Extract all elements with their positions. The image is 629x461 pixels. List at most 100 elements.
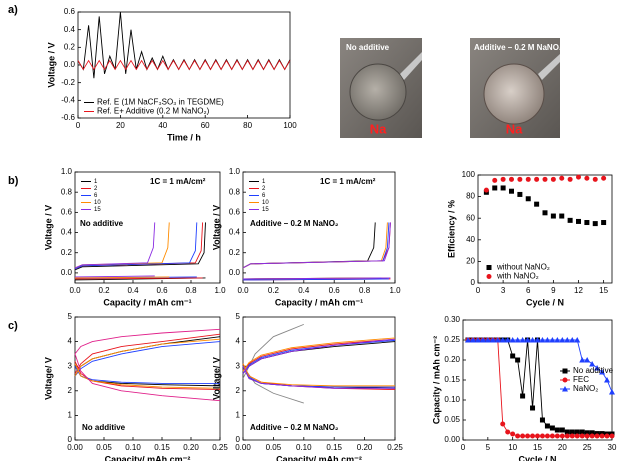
marker xyxy=(584,220,590,226)
marker xyxy=(599,433,605,439)
chart: 0 20 40 60 80 100 -0.6 -0.4 -0.2 0.0 0.2 0.4 0.6 Time… xyxy=(46,7,297,142)
y-tick-label: 5 xyxy=(68,312,73,321)
x-tick-label: 1.0 xyxy=(389,286,401,295)
y-tick-label: -0.6 xyxy=(61,113,75,122)
chart: 0 5 10 15 20 25 30 0.00 0.05 0.10 0.15 0.20 0.25 0.30… xyxy=(431,315,617,461)
marker xyxy=(574,337,581,343)
marker xyxy=(569,433,575,439)
x-tick-label: 0.4 xyxy=(127,286,139,295)
y-tick-label: 3 xyxy=(236,361,241,370)
x-tick-label: 20 xyxy=(558,443,567,452)
x-tick-label: 9 xyxy=(551,286,556,295)
marker xyxy=(492,177,498,183)
marker xyxy=(469,337,476,343)
y-tick-label: 0.25 xyxy=(444,335,460,344)
marker xyxy=(554,427,560,433)
marker xyxy=(464,337,471,343)
plot-frame xyxy=(242,171,396,284)
marker xyxy=(535,433,540,439)
chart: 0.00 0.05 0.10 0.15 0.20 0.25 0 1 2 3 4 5 Capacity/ … xyxy=(211,312,403,461)
marker xyxy=(564,337,571,343)
y-tick-label: 0.20 xyxy=(444,355,460,364)
photo-label: Na xyxy=(370,121,387,136)
marker xyxy=(510,353,516,359)
y-tick-label: 0.6 xyxy=(229,207,241,216)
x-tick-label: 12 xyxy=(574,286,583,295)
legend-swatch xyxy=(562,368,568,374)
marker xyxy=(604,433,610,439)
x-tick-label: 0.8 xyxy=(359,286,371,295)
marker xyxy=(609,433,615,439)
x-tick-label: 3 xyxy=(501,286,506,295)
marker xyxy=(529,337,536,343)
marker xyxy=(534,176,540,182)
marker xyxy=(530,433,536,439)
photo-caption: Additive – 0.2 M NaNO₂ xyxy=(474,43,563,52)
series-line xyxy=(242,222,391,281)
plot-frame xyxy=(74,171,221,284)
x-tick-label: 0.10 xyxy=(125,443,141,452)
annotation: Additive – 0.2 M NaNO₂ xyxy=(250,219,339,228)
x-tick-label: 0.15 xyxy=(326,443,342,452)
y-tick-label: 0.2 xyxy=(61,248,73,257)
x-tick-label: 0.0 xyxy=(237,286,249,295)
y-axis-label: Voltage/ V xyxy=(43,357,53,400)
marker xyxy=(534,337,541,343)
marker xyxy=(549,433,555,439)
marker xyxy=(559,427,565,433)
marker xyxy=(549,337,556,343)
marker xyxy=(569,337,576,343)
annotation: 1C = 1 mA/cm² xyxy=(320,177,376,186)
series-line xyxy=(74,336,221,387)
y-tick-label: 0.00 xyxy=(444,435,460,444)
series-line xyxy=(242,365,304,404)
x-tick-label: 60 xyxy=(201,121,210,130)
marker xyxy=(601,175,607,181)
coin xyxy=(349,63,407,121)
marker xyxy=(554,433,560,439)
marker xyxy=(500,176,506,182)
marker xyxy=(554,337,561,343)
marker xyxy=(509,337,516,343)
marker xyxy=(576,174,581,180)
marker xyxy=(609,389,615,395)
marker xyxy=(559,175,565,181)
y-tick-label: 100 xyxy=(462,170,476,179)
marker xyxy=(542,176,548,182)
marker xyxy=(539,433,545,439)
chart: 0 3 6 9 12 15 0 20 40 60 80 100 Cycle / N Efficiency … xyxy=(446,170,613,307)
series-line xyxy=(242,337,396,387)
marker xyxy=(579,429,585,435)
marker xyxy=(579,357,586,363)
series-line xyxy=(74,222,204,280)
marker xyxy=(474,337,481,343)
y-tick-label: 0.8 xyxy=(61,187,73,196)
marker xyxy=(579,433,585,439)
series-line xyxy=(74,222,156,278)
marker xyxy=(567,176,573,182)
plot-frame xyxy=(74,316,221,441)
marker xyxy=(592,221,598,227)
panel-label: a) xyxy=(8,4,18,16)
annotation: Additive – 0.2 M NaNO₂ xyxy=(250,423,339,432)
x-tick-label: 0.6 xyxy=(156,286,168,295)
marker xyxy=(589,430,595,436)
x-tick-label: 100 xyxy=(283,121,297,130)
marker xyxy=(559,433,565,439)
legend-label: 15 xyxy=(262,207,269,213)
y-tick-label: 0.6 xyxy=(64,7,76,16)
y-tick-label: 0.05 xyxy=(444,415,460,424)
x-tick-label: 6 xyxy=(526,286,531,295)
legend: Ref. E (1M NaCF₃SO₃ in TEGDME)Ref. E+ Ad… xyxy=(84,98,224,116)
marker xyxy=(549,425,555,431)
chart: 0.00 0.05 0.10 0.15 0.20 0.25 0 1 2 3 4 5 Capacity/ … xyxy=(43,312,228,461)
series-line xyxy=(242,338,396,389)
photo: No additive Na xyxy=(340,38,422,138)
legend-label: 1 xyxy=(262,179,266,185)
legend-label: 1 xyxy=(94,179,98,185)
x-tick-label: 0.2 xyxy=(268,286,280,295)
y-tick-label: 0.8 xyxy=(229,187,241,196)
marker xyxy=(515,357,521,363)
